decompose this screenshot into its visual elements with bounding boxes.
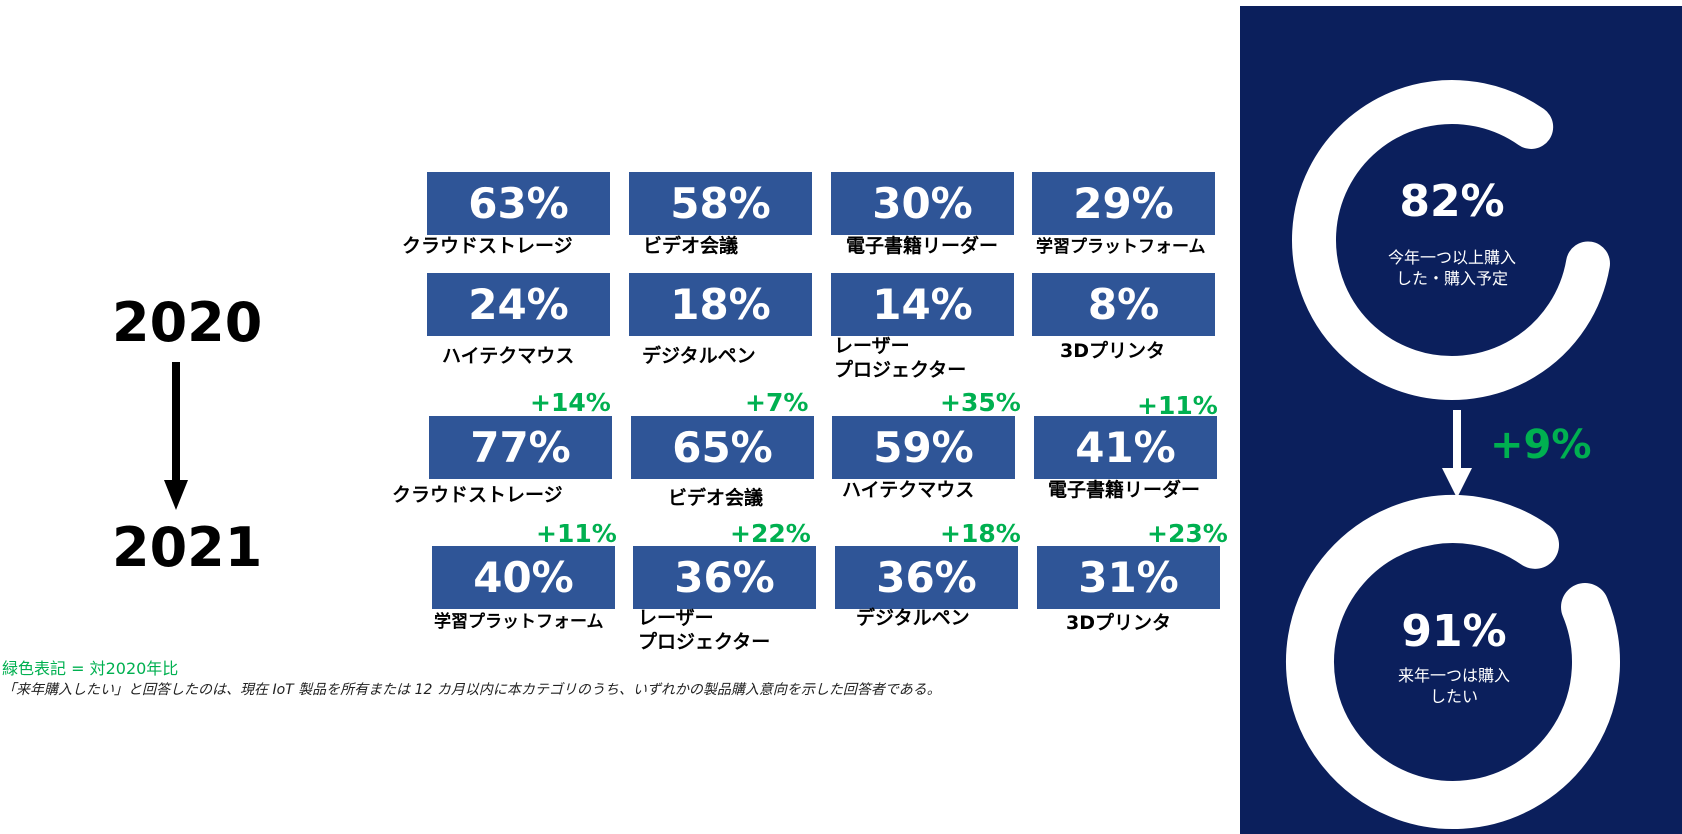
change-2021-video-conference: +7% [745, 388, 809, 417]
change-2021-hitech-mouse: +35% [940, 388, 1021, 417]
donut-2020-caption: 今年一つ以上購入 した・購入予定 [1387, 248, 1516, 288]
tile-2020-hitech-mouse: 24% [427, 273, 610, 336]
tile-2020-cloud-storage: 63% [427, 172, 610, 235]
donut-2020-value: 82% [1399, 176, 1505, 227]
tile-2021-ebook-reader: 41% [1034, 416, 1217, 479]
tile-2021-laser-projector: 36% [633, 546, 816, 609]
tile-2020-laser-projector: 14% [831, 273, 1014, 336]
label-2020-cloud-storage: クラウドストレージ [402, 235, 573, 257]
tile-2021-cloud-storage: 77% [429, 416, 612, 479]
donut-arc-2020 [1292, 80, 1610, 400]
change-2021-3d-printer: +23% [1147, 519, 1228, 548]
donut-change: +9% [1490, 422, 1592, 468]
tile-2020-3d-printer: 8% [1032, 273, 1215, 336]
tile-2021-hitech-mouse: 59% [832, 416, 1015, 479]
footnote: 「来年購入したい」と回答したのは、現在 IoT 製品を所有または 12 カ月以内… [2, 682, 941, 698]
change-2021-digital-pen: +18% [940, 519, 1021, 548]
label-2020-ebook-reader: 電子書籍リーダー [846, 235, 999, 257]
down-arrow-icon-right [1442, 410, 1472, 498]
donut-arc-2021 [1286, 495, 1620, 829]
tile-2020-learning-platform: 29% [1032, 172, 1215, 235]
label-2021-digital-pen: デジタルペン [856, 607, 970, 629]
tile-2020-video-conference: 58% [629, 172, 812, 235]
tile-2020-digital-pen: 18% [629, 273, 812, 336]
label-2020-learning-platform: 学習プラットフォーム [1036, 237, 1206, 257]
year-2021-label: 2021 [112, 516, 263, 579]
label-2020-3d-printer: 3Dプリンタ [1060, 340, 1165, 362]
label-2020-video-conference: ビデオ会議 [643, 235, 739, 257]
donut-2021-value: 91% [1401, 606, 1507, 657]
change-2021-ebook-reader: +11% [1137, 391, 1218, 420]
tile-2021-3d-printer: 31% [1037, 546, 1220, 609]
tile-2021-digital-pen: 36% [835, 546, 1018, 609]
label-2020-hitech-mouse: ハイテクマウス [442, 345, 575, 367]
label-2020-laser-projector: レーザー プロジェクター [834, 335, 967, 381]
change-2021-learning-platform: +11% [536, 519, 617, 548]
label-2021-laser-projector: レーザー プロジェクター [638, 607, 771, 653]
tile-2021-learning-platform: 40% [432, 546, 615, 609]
change-2021-laser-projector: +22% [730, 519, 811, 548]
label-2021-learning-platform: 学習プラットフォーム [434, 612, 604, 632]
legend-note: 緑色表記 = 対2020年比 [2, 659, 179, 678]
label-2021-video-conference: ビデオ会議 [668, 487, 764, 509]
year-2020-label: 2020 [112, 291, 263, 354]
label-2021-hitech-mouse: ハイテクマウス [842, 479, 975, 501]
label-2021-3d-printer: 3Dプリンタ [1066, 612, 1171, 634]
label-2021-ebook-reader: 電子書籍リーダー [1048, 479, 1201, 501]
tile-2020-ebook-reader: 30% [831, 172, 1014, 235]
label-2021-cloud-storage: クラウドストレージ [392, 484, 563, 506]
label-2020-digital-pen: デジタルペン [642, 345, 756, 367]
tile-2021-video-conference: 65% [631, 416, 814, 479]
change-2021-cloud-storage: +14% [530, 388, 611, 417]
down-arrow-icon [164, 362, 188, 510]
donut-2021-caption: 来年一つは購入 したい [1397, 666, 1510, 706]
